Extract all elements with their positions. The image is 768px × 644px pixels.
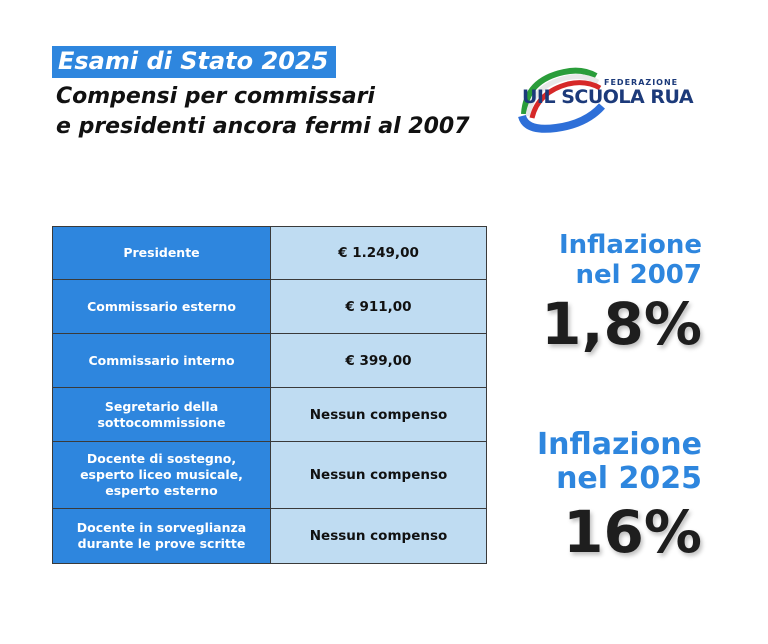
role-cell: Docente di sostegno, esperto liceo music… (52, 441, 271, 509)
value-cell: Nessun compenso (270, 441, 487, 509)
inflation-2025-label: Inflazione nel 2025 (537, 428, 702, 496)
inflation-2007-value: 1,8% (541, 290, 702, 358)
role-cell: Docente in sorveglianza durante le prove… (52, 508, 271, 564)
role-cell: Presidente (52, 226, 271, 280)
value-cell: € 1.249,00 (270, 226, 487, 280)
subtitle: Compensi per commissari e presidenti anc… (56, 82, 516, 142)
role-cell: Commissario interno (52, 333, 271, 388)
table-row: Commissario interno € 399,00 (52, 333, 487, 388)
value-cell: € 911,00 (270, 279, 487, 334)
table-row: Commissario esterno € 911,00 (52, 279, 487, 334)
inflation-2025-label-line-1: Inflazione (536, 427, 702, 462)
title-badge: Esami di Stato 2025 (52, 46, 337, 79)
role-cell: Segretario della sottocommissione (52, 387, 271, 442)
value-cell: € 399,00 (270, 333, 487, 388)
logo-ribbon-icon (518, 67, 605, 133)
role-cell: Commissario esterno (52, 279, 271, 334)
logo-main-text: UIL SCUOLA RUA (522, 86, 694, 108)
value-cell: Nessun compenso (270, 387, 487, 442)
value-cell: Nessun compenso (270, 508, 487, 564)
table-row: Segretario della sottocommissione Nessun… (52, 387, 487, 442)
logo-small-text: FEDERAZIONE (604, 78, 679, 87)
uil-scuola-logo: FEDERAZIONE UIL SCUOLA RUA (516, 66, 736, 136)
subtitle-line-1: Compensi per commissari (56, 84, 375, 109)
compensation-table: Presidente € 1.249,00 Commissario estern… (52, 226, 487, 564)
inflation-2007-label-line-1: Inflazione (558, 230, 702, 260)
table-row: Presidente € 1.249,00 (52, 226, 487, 280)
inflation-2007-label: Inflazione nel 2007 (559, 230, 702, 290)
subtitle-line-2: e presidenti ancora fermi al 2007 (56, 114, 470, 139)
inflation-2025-value: 16% (563, 498, 702, 566)
table-row: Docente di sostegno, esperto liceo music… (52, 441, 487, 509)
inflation-2007-label-line-2: nel 2007 (575, 260, 702, 290)
table-row: Docente in sorveglianza durante le prove… (52, 508, 487, 564)
inflation-2025-label-line-2: nel 2025 (556, 461, 702, 496)
